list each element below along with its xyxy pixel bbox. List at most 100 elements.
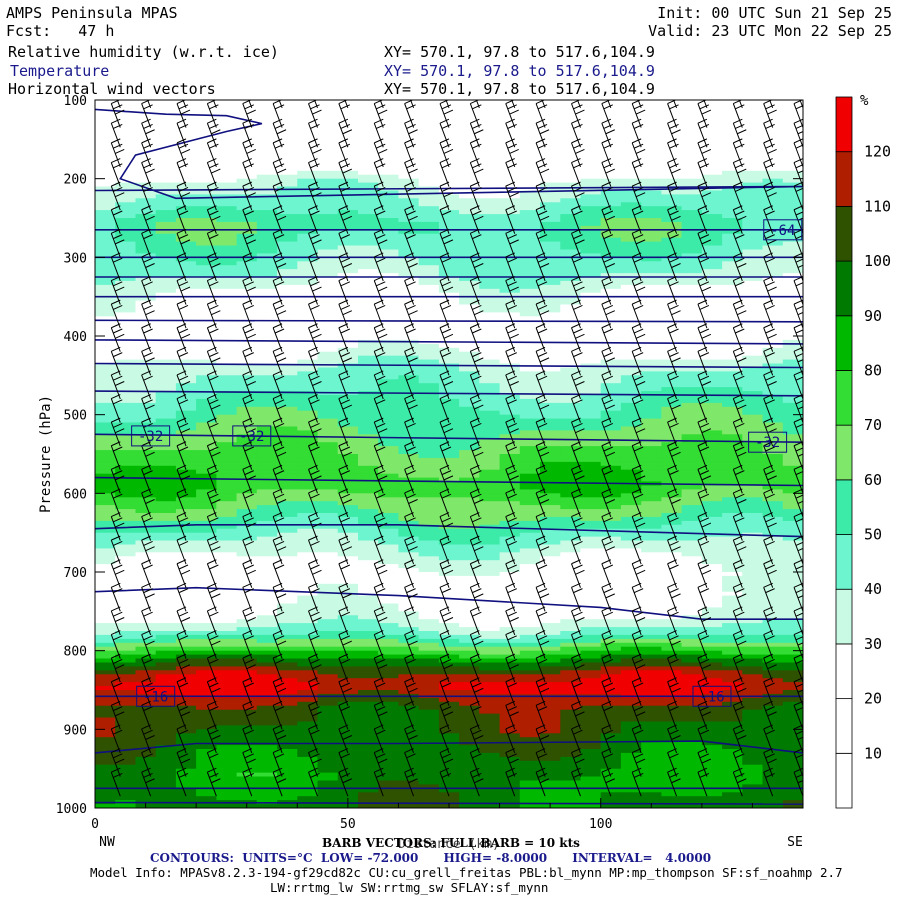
rh-cell — [519, 320, 541, 325]
rh-cell — [297, 339, 319, 345]
rh-cell — [540, 784, 561, 789]
rh-cell — [115, 749, 136, 754]
rh-cell — [236, 186, 258, 191]
rh-cell — [358, 485, 379, 490]
rh-cell — [519, 454, 541, 459]
rh-cell — [378, 277, 399, 282]
rh-cell — [358, 548, 379, 553]
rh-cell — [378, 752, 399, 758]
rh-cell — [196, 454, 217, 459]
rh-cell — [115, 206, 136, 211]
rh-cell — [519, 229, 541, 235]
rh-cell — [155, 784, 177, 789]
rh-cell — [115, 572, 136, 577]
rh-cell — [479, 638, 501, 644]
rh-cell — [196, 768, 217, 774]
rh-cell — [236, 670, 258, 675]
rh-cell — [418, 332, 440, 337]
rh-cell — [297, 662, 319, 667]
rh-cell — [135, 513, 157, 518]
rh-cell — [479, 599, 501, 604]
rh-cell — [115, 182, 136, 188]
rh-cell — [155, 332, 177, 337]
rh-cell — [479, 733, 501, 738]
rh-cell — [135, 678, 157, 683]
rh-cell — [641, 575, 662, 581]
rh-cell — [580, 139, 602, 144]
rh-cell — [297, 355, 319, 361]
rh-cell — [155, 697, 177, 703]
rh-cell — [580, 701, 602, 707]
rh-cell — [519, 359, 541, 365]
rh-cell — [459, 414, 480, 420]
rh-cell — [175, 450, 197, 455]
rh-cell — [297, 111, 319, 117]
rh-cell — [418, 745, 440, 750]
rh-cell — [378, 524, 399, 530]
rh-cell — [337, 414, 359, 420]
rh-cell — [418, 410, 440, 416]
rh-cell — [175, 115, 197, 121]
rh-cell — [398, 107, 420, 113]
rh-cell — [155, 505, 177, 510]
rh-cell — [297, 229, 319, 235]
rh-cell — [560, 768, 582, 774]
rh-cell — [196, 603, 217, 608]
rh-cell — [459, 485, 480, 490]
rh-cell — [641, 300, 662, 306]
rh-cell — [115, 556, 136, 561]
rh-cell — [519, 776, 541, 781]
rh-cell — [540, 261, 561, 266]
rh-cell — [115, 603, 136, 608]
rh-cell — [337, 650, 359, 656]
rh-cell — [641, 119, 662, 125]
rh-cell — [580, 591, 602, 597]
rh-cell — [317, 713, 339, 719]
rh-cell — [641, 147, 662, 152]
rh-cell — [256, 646, 278, 652]
rh-cell — [378, 454, 399, 459]
rh-cell — [499, 379, 521, 384]
rh-cell — [600, 304, 622, 309]
rh-cell — [358, 280, 379, 286]
rh-cell — [438, 383, 460, 388]
rh-cell — [297, 194, 319, 199]
rh-cell — [95, 308, 116, 313]
rh-cell — [580, 166, 602, 172]
rh-cell — [337, 363, 359, 368]
rh-cell — [216, 454, 238, 459]
rh-cell — [337, 764, 359, 770]
rh-cell — [459, 147, 480, 152]
rh-cell — [95, 398, 116, 404]
rh-cell — [135, 442, 157, 447]
rh-cell — [297, 221, 319, 227]
rh-cell — [418, 426, 440, 431]
rh-cell — [600, 749, 622, 754]
rh-cell — [236, 516, 258, 522]
rh-cell — [256, 634, 278, 640]
rh-cell — [499, 253, 521, 258]
rh-cell — [277, 638, 298, 644]
rh-cell — [459, 776, 480, 781]
rh-cell — [297, 347, 319, 353]
rh-cell — [519, 697, 541, 703]
rh-cell — [620, 367, 642, 372]
rh-cell — [580, 780, 602, 785]
rh-cell — [540, 749, 561, 754]
rh-cell — [519, 804, 541, 808]
rh-cell — [196, 206, 217, 211]
rh-cell — [499, 544, 521, 549]
rh-cell — [459, 595, 480, 601]
rh-cell — [540, 528, 561, 534]
rh-cell — [519, 273, 541, 278]
rh-cell — [317, 151, 339, 156]
rh-cell — [196, 638, 217, 644]
rh-cell — [95, 788, 116, 793]
rh-cell — [115, 186, 136, 191]
rh-cell — [620, 697, 642, 703]
rh-cell — [378, 634, 399, 640]
rh-cell — [620, 792, 642, 797]
rh-cell — [317, 701, 339, 707]
rh-cell — [135, 756, 157, 762]
rh-cell — [256, 583, 278, 589]
